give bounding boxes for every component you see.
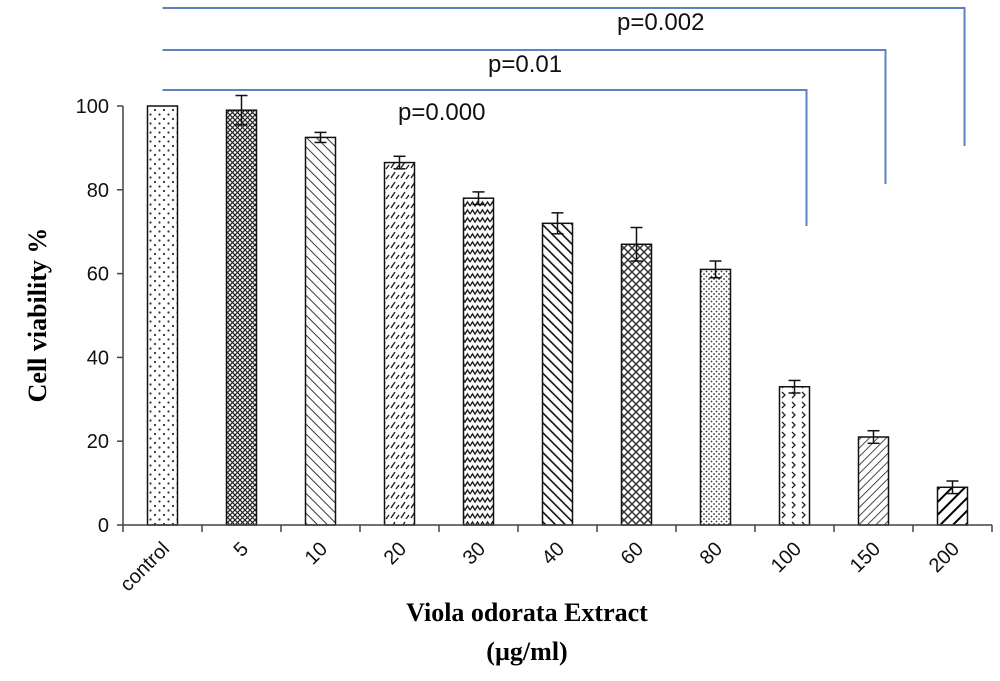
x-tick-label-100: 100 — [767, 538, 806, 577]
x-tick-label-20: 20 — [380, 538, 411, 569]
bar-80 — [699, 268, 732, 526]
bar-150 — [857, 436, 890, 526]
x-tick-label-150: 150 — [846, 538, 885, 577]
bar-10 — [304, 136, 337, 526]
x-tick-labels: control 5 10 20 30 40 60 80 100 150 200 — [116, 538, 964, 596]
p-value-label: p=0.000 — [398, 99, 485, 126]
x-tick-label-5: 5 — [230, 538, 253, 561]
p-value-label: p=0.01 — [488, 51, 562, 78]
x-tick-label-80: 80 — [696, 538, 727, 569]
error-bars-group — [235, 94, 959, 495]
x-tick-label-40: 40 — [538, 538, 569, 569]
y-tick-label: 20 — [87, 431, 109, 453]
axes-group — [117, 105, 993, 532]
x-tick-label-200: 200 — [925, 538, 964, 577]
x-tick-label-60: 60 — [617, 538, 648, 569]
y-tick-label: 100 — [76, 96, 109, 118]
bars-group — [146, 105, 969, 526]
bracket-100 — [162, 89, 808, 226]
x-tick-label-30: 30 — [459, 538, 490, 569]
bar-100 — [778, 385, 811, 526]
bracket-200 — [162, 7, 966, 146]
y-tick-label: 40 — [87, 347, 109, 369]
bar-40 — [541, 222, 574, 526]
y-tick-label: 80 — [87, 180, 109, 202]
bar-30 — [462, 197, 495, 526]
p-value-label: p=0.002 — [617, 9, 704, 36]
bar-60 — [620, 243, 653, 526]
x-axis-label-line1: Viola odorata Extract — [406, 598, 648, 627]
y-axis-label: Cell viability % — [23, 228, 52, 403]
x-axis-label-line2: (µg/ml) — [486, 637, 567, 666]
bracket-150 — [162, 49, 887, 184]
x-tick-label-control: control — [116, 538, 174, 596]
y-tick-label: 0 — [98, 515, 109, 537]
y-tick-labels: 0 20 40 60 80 100 — [76, 96, 109, 537]
y-tick-label: 60 — [87, 264, 109, 286]
bar-20 — [383, 161, 416, 526]
bar-5 — [225, 109, 258, 526]
x-tick-label-10: 10 — [301, 538, 332, 569]
bar-control — [146, 105, 179, 526]
